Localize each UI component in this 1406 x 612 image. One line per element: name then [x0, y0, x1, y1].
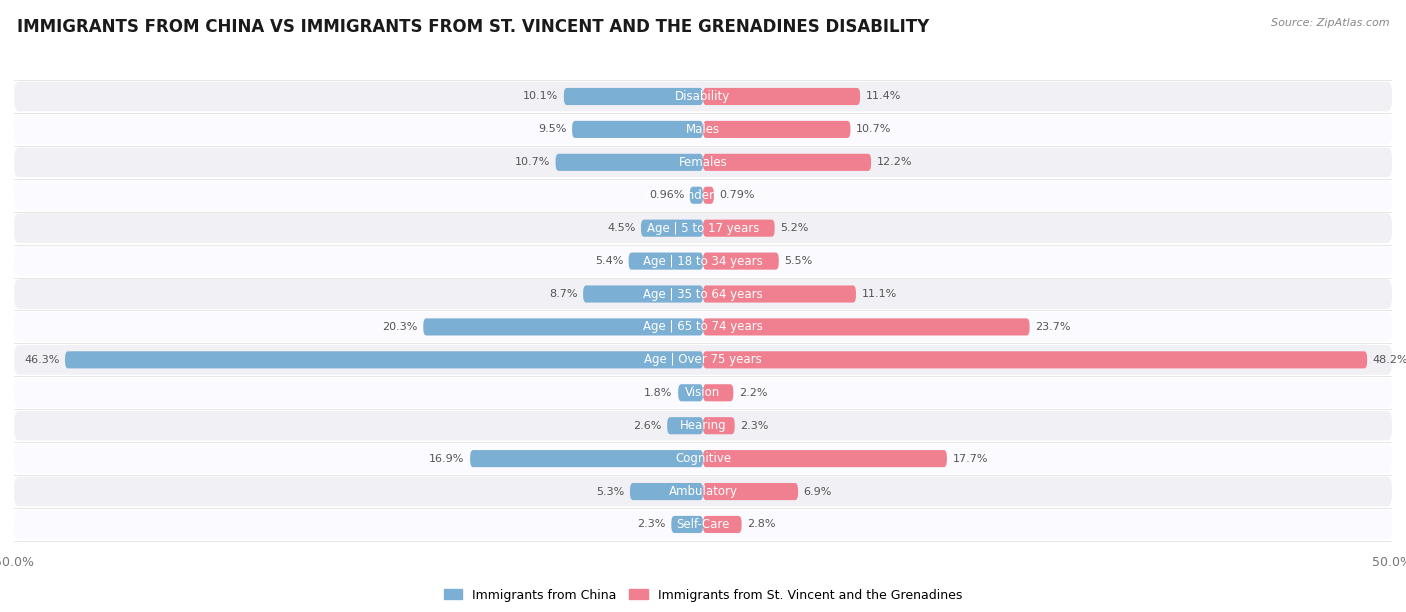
Text: 48.2%: 48.2% — [1372, 355, 1406, 365]
FancyBboxPatch shape — [14, 279, 1392, 309]
FancyBboxPatch shape — [703, 88, 860, 105]
Text: 9.5%: 9.5% — [538, 124, 567, 135]
FancyBboxPatch shape — [703, 318, 1029, 335]
FancyBboxPatch shape — [14, 81, 1392, 111]
FancyBboxPatch shape — [703, 187, 714, 204]
FancyBboxPatch shape — [678, 384, 703, 401]
Text: 11.4%: 11.4% — [866, 91, 901, 102]
Text: 5.5%: 5.5% — [785, 256, 813, 266]
FancyBboxPatch shape — [14, 477, 1392, 506]
FancyBboxPatch shape — [703, 417, 735, 435]
Text: 2.8%: 2.8% — [747, 520, 776, 529]
Text: Age | 65 to 74 years: Age | 65 to 74 years — [643, 321, 763, 334]
Text: Source: ZipAtlas.com: Source: ZipAtlas.com — [1271, 18, 1389, 28]
Text: Self-Care: Self-Care — [676, 518, 730, 531]
FancyBboxPatch shape — [703, 121, 851, 138]
Text: IMMIGRANTS FROM CHINA VS IMMIGRANTS FROM ST. VINCENT AND THE GRENADINES DISABILI: IMMIGRANTS FROM CHINA VS IMMIGRANTS FROM… — [17, 18, 929, 36]
FancyBboxPatch shape — [703, 384, 734, 401]
Text: 8.7%: 8.7% — [550, 289, 578, 299]
FancyBboxPatch shape — [668, 417, 703, 435]
Text: 16.9%: 16.9% — [429, 453, 464, 464]
Text: Disability: Disability — [675, 90, 731, 103]
Text: Cognitive: Cognitive — [675, 452, 731, 465]
FancyBboxPatch shape — [703, 220, 775, 237]
FancyBboxPatch shape — [14, 411, 1392, 441]
Text: Females: Females — [679, 156, 727, 169]
FancyBboxPatch shape — [630, 483, 703, 500]
Text: 4.5%: 4.5% — [607, 223, 636, 233]
Text: Vision: Vision — [685, 386, 721, 399]
FancyBboxPatch shape — [14, 444, 1392, 474]
Text: 5.2%: 5.2% — [780, 223, 808, 233]
Text: Age | Under 5 years: Age | Under 5 years — [644, 188, 762, 202]
Text: 11.1%: 11.1% — [862, 289, 897, 299]
FancyBboxPatch shape — [14, 181, 1392, 210]
Text: Age | 35 to 64 years: Age | 35 to 64 years — [643, 288, 763, 300]
FancyBboxPatch shape — [14, 214, 1392, 243]
Text: 10.1%: 10.1% — [523, 91, 558, 102]
Text: 2.3%: 2.3% — [740, 420, 769, 431]
FancyBboxPatch shape — [703, 285, 856, 302]
FancyBboxPatch shape — [671, 516, 703, 533]
Text: 10.7%: 10.7% — [515, 157, 550, 167]
Text: 2.6%: 2.6% — [633, 420, 662, 431]
FancyBboxPatch shape — [572, 121, 703, 138]
FancyBboxPatch shape — [423, 318, 703, 335]
FancyBboxPatch shape — [703, 154, 872, 171]
FancyBboxPatch shape — [583, 285, 703, 302]
FancyBboxPatch shape — [564, 88, 703, 105]
Text: 10.7%: 10.7% — [856, 124, 891, 135]
FancyBboxPatch shape — [14, 312, 1392, 341]
FancyBboxPatch shape — [703, 516, 741, 533]
FancyBboxPatch shape — [690, 187, 703, 204]
Text: Age | 5 to 17 years: Age | 5 to 17 years — [647, 222, 759, 234]
Text: 2.2%: 2.2% — [738, 388, 768, 398]
FancyBboxPatch shape — [555, 154, 703, 171]
Text: 6.9%: 6.9% — [804, 487, 832, 496]
Text: 2.3%: 2.3% — [637, 520, 666, 529]
Text: 5.4%: 5.4% — [595, 256, 623, 266]
FancyBboxPatch shape — [65, 351, 703, 368]
Text: Hearing: Hearing — [679, 419, 727, 432]
Text: 23.7%: 23.7% — [1035, 322, 1070, 332]
Text: 5.3%: 5.3% — [596, 487, 624, 496]
FancyBboxPatch shape — [14, 114, 1392, 144]
Text: Age | 18 to 34 years: Age | 18 to 34 years — [643, 255, 763, 267]
FancyBboxPatch shape — [14, 510, 1392, 539]
FancyBboxPatch shape — [703, 253, 779, 270]
FancyBboxPatch shape — [470, 450, 703, 467]
Text: Males: Males — [686, 123, 720, 136]
Legend: Immigrants from China, Immigrants from St. Vincent and the Grenadines: Immigrants from China, Immigrants from S… — [439, 584, 967, 606]
FancyBboxPatch shape — [14, 345, 1392, 375]
Text: 1.8%: 1.8% — [644, 388, 672, 398]
Text: 0.96%: 0.96% — [650, 190, 685, 200]
Text: Age | Over 75 years: Age | Over 75 years — [644, 353, 762, 367]
FancyBboxPatch shape — [14, 147, 1392, 177]
Text: Ambulatory: Ambulatory — [668, 485, 738, 498]
FancyBboxPatch shape — [703, 483, 799, 500]
Text: 12.2%: 12.2% — [876, 157, 912, 167]
FancyBboxPatch shape — [14, 378, 1392, 408]
Text: 46.3%: 46.3% — [24, 355, 59, 365]
FancyBboxPatch shape — [703, 450, 946, 467]
Text: 0.79%: 0.79% — [720, 190, 755, 200]
FancyBboxPatch shape — [628, 253, 703, 270]
FancyBboxPatch shape — [14, 246, 1392, 276]
FancyBboxPatch shape — [641, 220, 703, 237]
Text: 17.7%: 17.7% — [952, 453, 988, 464]
Text: 20.3%: 20.3% — [382, 322, 418, 332]
FancyBboxPatch shape — [703, 351, 1367, 368]
